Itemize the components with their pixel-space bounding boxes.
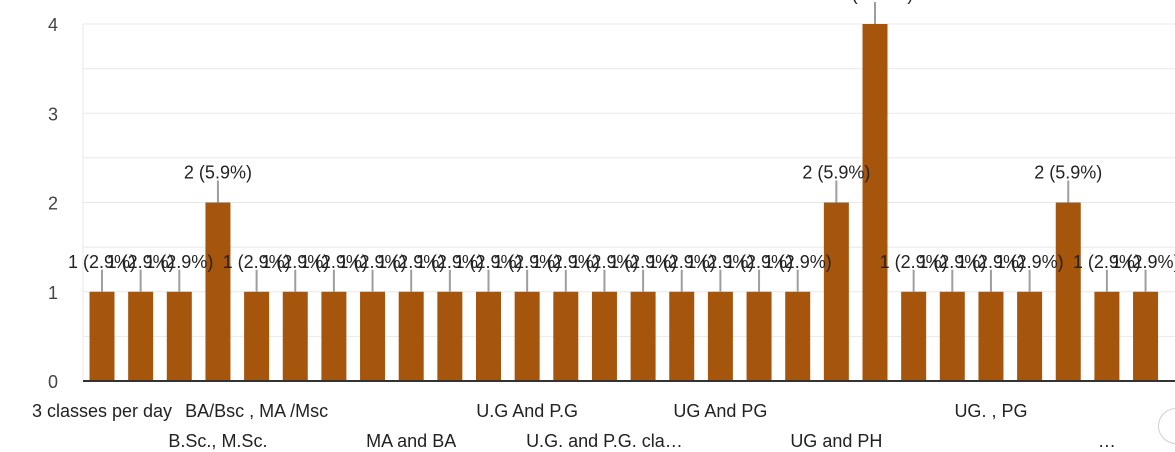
y-axis-ticks: 0 1 2 3 4 — [48, 15, 58, 392]
data-label-leaders — [101, 2, 1147, 292]
bar[interactable] — [1055, 202, 1081, 382]
data-label: 1 (2.9%) — [1112, 252, 1175, 272]
bar[interactable] — [360, 291, 386, 381]
x-category-label: UG. , PG — [954, 401, 1027, 421]
data-label: 1 (2.9%) — [996, 252, 1064, 272]
data-label: 4 (11.8%) — [837, 0, 914, 4]
bar[interactable] — [476, 291, 501, 381]
bars — [89, 24, 1159, 382]
data-label: 1 (2.9%) — [648, 252, 716, 272]
data-label: 1 (2.9%) — [145, 252, 213, 272]
data-label: 1 (2.9%) — [1073, 252, 1141, 272]
x-category-label: … — [1098, 431, 1116, 451]
bar[interactable] — [437, 291, 463, 381]
bar[interactable] — [785, 291, 811, 381]
data-label: 1 (2.9%) — [918, 252, 986, 272]
bar[interactable] — [862, 24, 888, 381]
x-axis-category-labels: 3 classes per day B.Sc., M.Sc. BA/Bsc , MA… — [32, 401, 1116, 451]
data-label: 2 (5.9%) — [1034, 163, 1102, 183]
x-category-label: B.Sc., M.Sc. — [168, 431, 267, 451]
x-category-label: BA/Bsc , MA /Msc — [185, 401, 328, 421]
data-labels: 1 (2.9%)1 (2.9%)1 (2.9%)2 (5.9%)1 (2.9%)… — [68, 0, 1175, 272]
bar[interactable] — [321, 291, 347, 381]
y-tick-label: 3 — [48, 104, 58, 124]
bar[interactable] — [1017, 291, 1043, 381]
bar[interactable] — [669, 291, 695, 381]
bar[interactable] — [823, 202, 849, 382]
bar[interactable] — [901, 291, 927, 381]
bar[interactable] — [282, 291, 308, 381]
data-label: 1 (2.9%) — [880, 252, 948, 272]
data-label: 1 (2.9%) — [107, 252, 175, 272]
data-label: 2 (5.9%) — [184, 163, 252, 183]
data-label: 1 (2.9%) — [416, 252, 484, 272]
data-label: 1 (2.9%) — [493, 252, 561, 272]
bar[interactable] — [244, 291, 270, 381]
data-label: 1 (2.9%) — [957, 252, 1025, 272]
bar[interactable] — [978, 291, 1004, 381]
data-label: 1 (2.9%) — [454, 252, 522, 272]
x-category-label: U.G. and P.G. cla… — [526, 431, 683, 451]
data-label: 1 (2.9%) — [725, 252, 793, 272]
data-label: 1 (2.9%) — [300, 252, 368, 272]
data-label: 1 (2.9%) — [532, 252, 600, 272]
x-category-label: MA and BA — [366, 431, 456, 451]
data-label: 1 (2.9%) — [609, 252, 677, 272]
bar[interactable] — [746, 291, 772, 381]
bar[interactable] — [514, 291, 540, 381]
data-label: 1 (2.9%) — [261, 252, 329, 272]
x-category-label: UG And PG — [673, 401, 767, 421]
bar[interactable] — [707, 291, 733, 381]
data-label: 1 (2.9%) — [377, 252, 445, 272]
x-category-label: U.G And P.G — [476, 401, 578, 421]
data-label: 1 (2.9%) — [68, 252, 136, 272]
bar[interactable] — [939, 291, 965, 381]
y-tick-label: 2 — [48, 194, 58, 214]
data-label: 1 (2.9%) — [570, 252, 638, 272]
x-category-label: 3 classes per day — [32, 401, 172, 421]
data-label: 1 (2.9%) — [764, 252, 832, 272]
bar[interactable] — [128, 291, 154, 381]
bar[interactable] — [166, 291, 192, 381]
bar[interactable] — [591, 291, 617, 381]
bar[interactable] — [1133, 291, 1159, 381]
data-label: 2 (5.9%) — [802, 163, 870, 183]
bar[interactable] — [630, 291, 656, 381]
bar[interactable] — [89, 291, 115, 381]
x-category-label: UG and PH — [790, 431, 882, 451]
y-tick-label: 0 — [48, 372, 58, 392]
data-label: 1 (2.9%) — [223, 252, 291, 272]
bar[interactable] — [398, 291, 424, 381]
y-tick-label: 1 — [48, 283, 58, 303]
data-label: 1 (2.9%) — [339, 252, 407, 272]
bar[interactable] — [1094, 291, 1120, 381]
bar[interactable] — [205, 202, 231, 382]
data-label: 1 (2.9%) — [686, 252, 754, 272]
y-tick-label: 4 — [48, 15, 58, 35]
bar[interactable] — [553, 291, 579, 381]
